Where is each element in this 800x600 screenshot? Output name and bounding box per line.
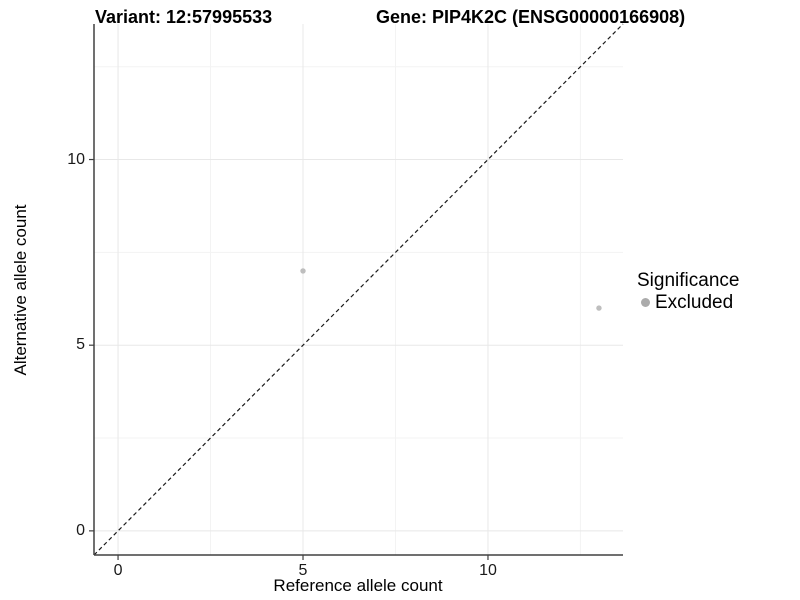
y-tick-label: 0 <box>76 521 85 539</box>
y-tick-label: 10 <box>67 150 85 168</box>
legend-title: Significance <box>637 270 740 291</box>
y-axis-title: Alternative allele count <box>11 204 30 376</box>
legend-item-label: Excluded <box>655 292 734 313</box>
x-tick-label: 5 <box>298 562 308 579</box>
legend: Significance Excluded <box>637 270 739 313</box>
x-tick-label: 0 <box>113 562 123 579</box>
data-point <box>596 305 602 311</box>
legend-point-icon <box>641 298 650 307</box>
plot-title-gene: Gene: PIP4K2C (ENSG00000166908) <box>376 7 686 27</box>
identity-line <box>93 23 624 556</box>
plot-title-variant: Variant: 12:57995533 <box>95 7 273 27</box>
y-tick-label: 5 <box>76 336 85 354</box>
data-point <box>300 268 306 274</box>
x-axis-title: Reference allele count <box>273 576 443 595</box>
x-tick-label: 10 <box>479 562 497 579</box>
legend-item-excluded: Excluded <box>637 292 739 313</box>
